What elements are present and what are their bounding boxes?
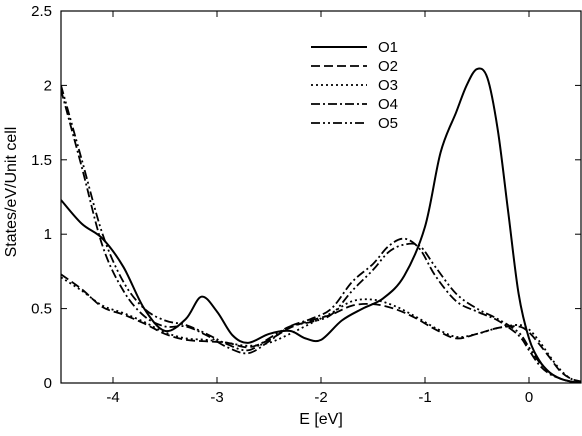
- x-tick-label: 0: [525, 389, 533, 406]
- legend-label-o2: O2: [378, 58, 398, 75]
- x-tick-label: -3: [210, 389, 223, 406]
- series-line-o5: [61, 85, 581, 383]
- y-tick-label: 0: [44, 375, 52, 392]
- legend-label-o4: O4: [378, 96, 398, 113]
- y-tick-label: 2: [44, 77, 52, 94]
- y-tick-label: 1.5: [31, 152, 52, 169]
- legend: O1 O2 O3 O4 O5: [311, 39, 398, 132]
- series-line-o1: [61, 67, 581, 383]
- legend-label-o1: O1: [378, 39, 398, 56]
- x-tick-label: -2: [314, 389, 327, 406]
- series-layer: [61, 67, 581, 383]
- y-tick-label: 2.5: [31, 3, 52, 20]
- series-line-o3: [61, 276, 581, 383]
- series-line-o4: [61, 89, 581, 383]
- series-line-o2: [61, 273, 581, 383]
- legend-label-o5: O5: [378, 115, 398, 132]
- x-tick-label: -4: [106, 389, 119, 406]
- y-axis-title: States/eV/Unit cell: [3, 127, 20, 258]
- x-axis-title: E [eV]: [299, 411, 343, 428]
- plot-frame: [60, 10, 582, 384]
- y-tick-label: 1: [44, 226, 52, 243]
- y-tick-label: 0.5: [31, 301, 52, 318]
- axes-layer: -4 -3 -2 -1 0 0 0.5 1 1.5 2 2.5: [31, 3, 582, 406]
- legend-label-o3: O3: [378, 77, 398, 94]
- x-tick-label: -1: [418, 389, 431, 406]
